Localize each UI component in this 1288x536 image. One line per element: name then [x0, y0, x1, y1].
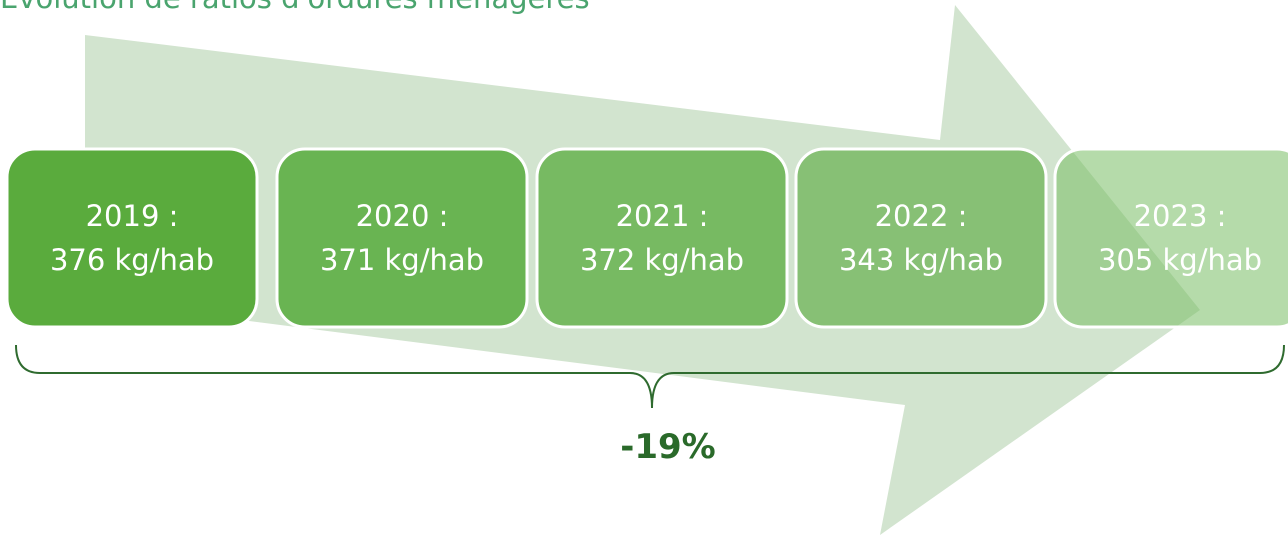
box-value: 372 kg/hab [580, 243, 744, 277]
box [1053, 147, 1288, 329]
total: -19% [620, 427, 716, 467]
box-value: 376 kg/hab [50, 243, 214, 277]
box [275, 147, 529, 329]
box [5, 147, 259, 329]
box-year: 2023 : [1134, 199, 1227, 233]
box-year: 2020 : [356, 199, 449, 233]
boxes: 2019 : 376 kg/hab 2020 : 371 kg/hab 2021 : 37… [5, 147, 1288, 329]
box-value: 371 kg/hab [320, 243, 484, 277]
brace [15, 344, 1285, 409]
box [794, 147, 1048, 329]
box-year: 2022 : [875, 199, 968, 233]
title: Évolution de ratios d'ordures ménagères [0, 0, 590, 15]
box [535, 147, 789, 329]
box-year: 2021 : [616, 199, 709, 233]
box-year: 2019 : [86, 199, 179, 233]
box-value: 305 kg/hab [1098, 243, 1262, 277]
box-value: 343 kg/hab [839, 243, 1003, 277]
